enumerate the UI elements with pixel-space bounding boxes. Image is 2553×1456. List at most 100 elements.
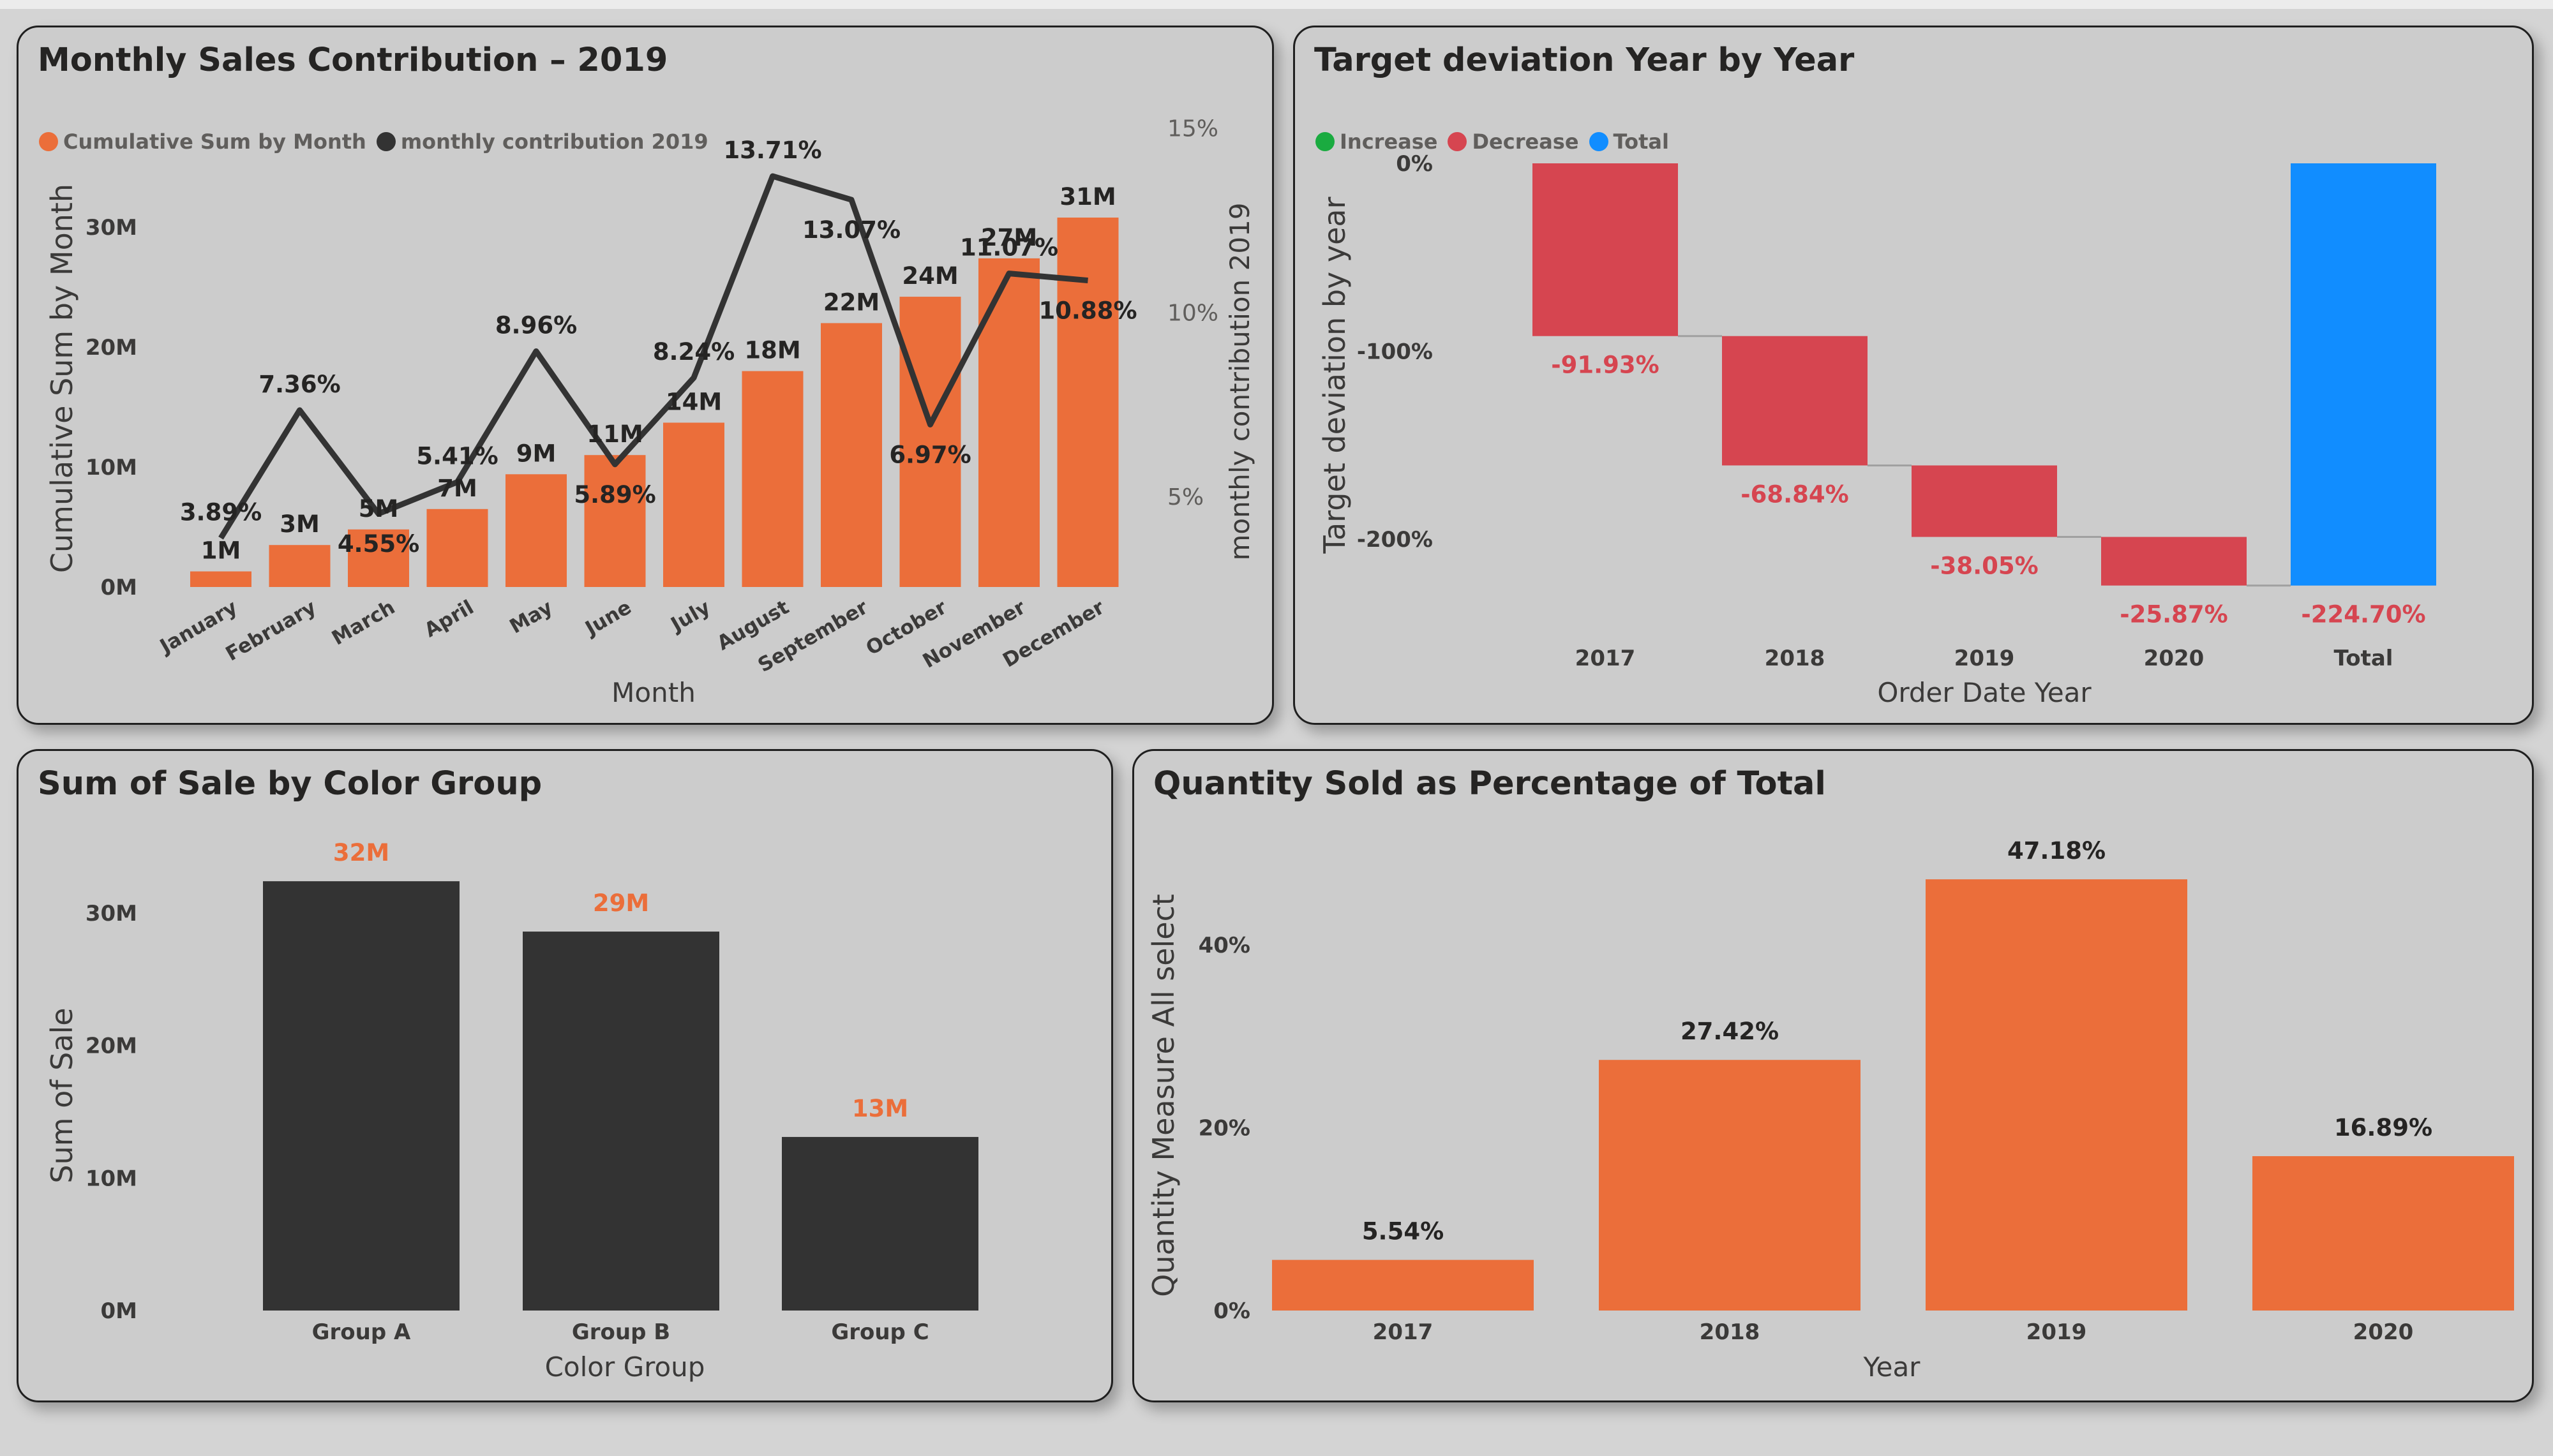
panel-title: Sum of Sale by Color Group [38,765,543,803]
x-tick-label: 2017 [1575,646,1636,671]
quantity-sold-chart: 0% 20% 40% Quantity Measure All select Year 5… [1146,837,2514,1383]
bar [505,474,567,587]
bar-data-label: 3M [280,510,320,538]
line-data-label: 3.89% [180,498,262,526]
bar [978,258,1040,587]
y-tick-label: 10M [86,1166,137,1191]
y-axis-title: Cumulative Sum by Month [45,184,79,573]
waterfall-bar [1912,465,2057,537]
x-tick-label: July [666,596,714,637]
bar-data-label: 18M [744,337,800,364]
bar [263,881,460,1311]
panel-color-group[interactable]: Sum of Sale by Color Group 0M 10M 20M 30M Su… [17,749,1113,1402]
bar-data-label: 24M [902,262,958,290]
line-data-label: 13.07% [802,216,901,244]
bar [1057,218,1119,587]
y2-axis-title: monthly contribution 2019 [1224,203,1255,561]
monthly-sales-chart: 0M 10M 20M 30M 5% 10% 15% Cumulative Sum by Mon… [45,116,1255,708]
y-tick-label: 30M [86,215,137,241]
bar-data-label: -38.05% [1930,553,2038,580]
y-tick-label: 40% [1199,933,1250,958]
panel-title: Quantity Sold as Percentage of Total [1153,765,1826,803]
bar-data-label: 5M [359,495,399,523]
bar [821,323,882,587]
y-tick-label: 10M [86,455,137,480]
x-axis-title: Order Date Year [1877,677,2092,708]
bar-data-label: 29M [593,889,649,917]
x-tick-label: Group A [312,1319,411,1345]
x-axis-title: Month [611,677,696,708]
x-axis-title: Year [1863,1351,1921,1383]
bar-data-label: 47.18% [2007,837,2106,865]
bar [269,545,331,587]
x-tick-label: 2019 [2026,1319,2087,1345]
y-axis-title: Quantity Measure All select [1146,894,1181,1297]
y-tick-label: -200% [1357,527,1433,553]
y2-tick-label: 10% [1167,300,1218,326]
bar [1272,1259,1534,1311]
waterfall-bar [2101,537,2247,586]
panel-quantity-sold[interactable]: Quantity Sold as Percentage of Total 0% 2… [1132,749,2534,1402]
waterfall-bar [2291,163,2436,586]
line-data-label: 4.55% [338,530,419,558]
bar-data-label: -91.93% [1551,352,1659,379]
bar-data-label: 13M [852,1095,908,1122]
bar-data-label: 31M [1059,183,1116,211]
y-axis-title: Sum of Sale [45,1007,79,1183]
bar-data-label: 22M [823,288,880,316]
y2-tick-label: 15% [1167,116,1218,142]
x-tick-label: Group B [572,1319,670,1345]
bar [523,932,719,1311]
legend-swatch-bars [39,132,58,151]
x-tick-label: 2019 [1954,646,2015,671]
legend-swatch-decrease [1448,132,1467,151]
panel-target-deviation[interactable]: Target deviation Year by Year Increase D… [1293,26,2534,725]
bar-data-label: -68.84% [1741,480,1848,508]
x-axis-title: Color Group [545,1351,705,1383]
bar-data-label: -224.70% [2301,601,2425,628]
x-tick-label: June [580,596,635,641]
panel-title: Target deviation Year by Year [1314,41,1855,79]
bar [742,371,804,587]
x-tick-label: Group C [831,1319,929,1345]
legend-swatch-total [1589,132,1608,151]
panel-monthly-sales[interactable]: Monthly Sales Contribution – 2019 Cumula… [17,26,1274,725]
panel-title: Monthly Sales Contribution – 2019 [38,41,668,79]
legend-label-bars: Cumulative Sum by Month [63,130,366,154]
bar-data-label: 5.54% [1362,1218,1444,1245]
waterfall-bar [1532,163,1678,336]
bar-data-label: 9M [516,440,557,467]
bar-data-label: 14M [666,388,722,415]
line-data-label: 8.96% [495,311,577,339]
legend-swatch-increase [1315,132,1335,151]
line-data-label: 6.97% [889,441,971,468]
line-data-label: 7.36% [258,371,340,398]
line-data-label: 10.88% [1038,297,1137,325]
bar-data-label: 32M [333,839,389,866]
bar [782,1136,978,1311]
x-tick-label: 2018 [1700,1319,1760,1345]
x-tick-label: February [222,596,320,666]
line-data-label: 8.24% [653,338,735,366]
legend-label-decrease: Decrease [1472,130,1579,154]
x-tick-label: May [505,596,557,639]
bar [663,422,724,587]
bar [899,297,961,587]
y-axis-title: Target deviation by year [1317,197,1352,554]
bar-data-label: -25.87% [2120,601,2227,628]
x-tick-label: April [421,596,478,643]
y-tick-label: 0% [1396,151,1433,177]
x-tick-label: Total [2334,646,2393,671]
x-tick-label: 2020 [2353,1319,2414,1345]
top-band [0,0,2553,9]
bar [584,455,646,587]
y-tick-label: 20M [86,335,137,360]
line-data-label: 11.07% [960,234,1058,262]
y-tick-label: 0M [101,1298,138,1324]
y-tick-label: 20M [86,1034,137,1059]
color-group-chart: 0M 10M 20M 30M Sum of Sale Color Group 32M Grou… [45,839,978,1383]
line-data-label: 5.89% [574,481,655,509]
bar [426,509,488,587]
bar [190,571,251,587]
bar-data-label: 7M [437,475,477,502]
